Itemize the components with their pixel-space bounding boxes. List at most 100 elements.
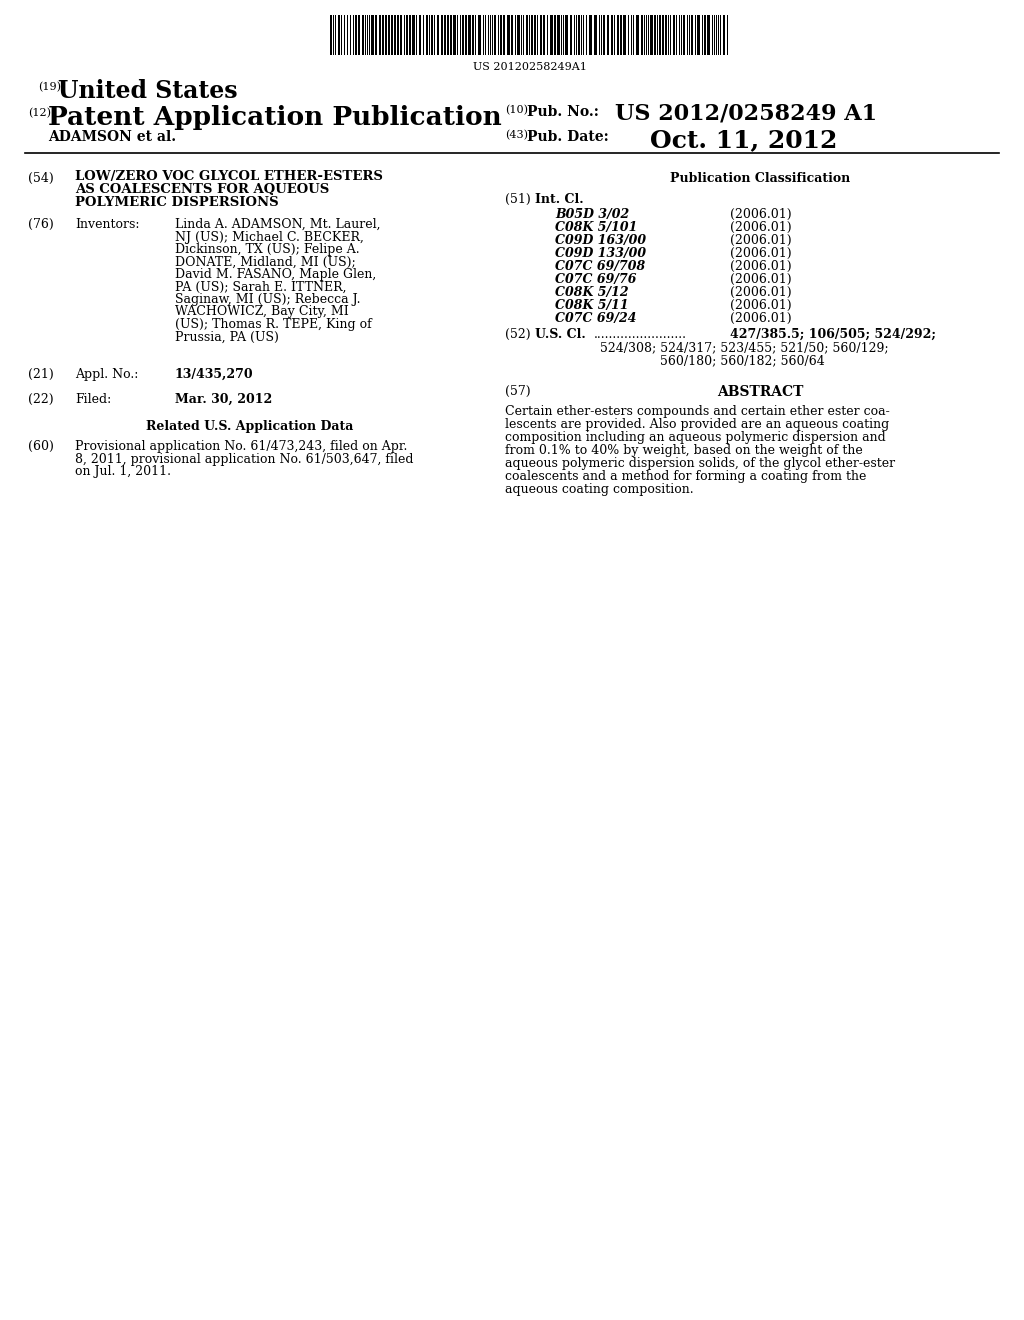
Text: (2006.01): (2006.01)	[730, 247, 792, 260]
Bar	[650, 15, 653, 55]
Bar	[450, 15, 452, 55]
Bar	[409, 15, 411, 55]
Text: 560/180; 560/182; 560/64: 560/180; 560/182; 560/64	[660, 354, 824, 367]
Bar	[607, 15, 609, 55]
Bar	[531, 15, 534, 55]
Bar	[611, 15, 613, 55]
Text: (12): (12)	[28, 108, 51, 119]
Bar	[453, 15, 456, 55]
Text: ........................: ........................	[594, 327, 687, 341]
Bar	[636, 15, 639, 55]
Text: Mar. 30, 2012: Mar. 30, 2012	[175, 393, 272, 407]
Text: DONATE, Midland, MI (US);: DONATE, Midland, MI (US);	[175, 256, 355, 268]
Bar	[673, 15, 675, 55]
Text: (2006.01): (2006.01)	[730, 234, 792, 247]
Bar	[447, 15, 449, 55]
Text: Pub. No.:: Pub. No.:	[527, 106, 599, 119]
Text: Appl. No.:: Appl. No.:	[75, 368, 138, 381]
Bar	[375, 15, 377, 55]
Bar	[517, 15, 520, 55]
Bar	[540, 15, 542, 55]
Text: (19): (19)	[38, 82, 61, 92]
Bar	[412, 15, 415, 55]
Bar	[617, 15, 618, 55]
Text: (2006.01): (2006.01)	[730, 209, 792, 220]
Text: POLYMERIC DISPERSIONS: POLYMERIC DISPERSIONS	[75, 195, 279, 209]
Text: ABSTRACT: ABSTRACT	[717, 385, 803, 399]
Bar	[441, 15, 443, 55]
Text: US 20120258249A1: US 20120258249A1	[473, 62, 587, 73]
Text: (21): (21)	[28, 368, 53, 381]
Bar	[511, 15, 513, 55]
Bar	[379, 15, 381, 55]
Text: Filed:: Filed:	[75, 393, 112, 407]
Text: coalescents and a method for forming a coating from the: coalescents and a method for forming a c…	[505, 470, 866, 483]
Text: Pub. Date:: Pub. Date:	[527, 129, 608, 144]
Text: C07C 69/708: C07C 69/708	[555, 260, 645, 273]
Bar	[589, 15, 592, 55]
Text: (51): (51)	[505, 193, 530, 206]
Bar	[665, 15, 667, 55]
Text: Provisional application No. 61/473,243, filed on Apr.: Provisional application No. 61/473,243, …	[75, 440, 408, 453]
Text: Saginaw, MI (US); Rebecca J.: Saginaw, MI (US); Rebecca J.	[175, 293, 360, 306]
Text: Inventors:: Inventors:	[75, 218, 139, 231]
Text: United States: United States	[58, 79, 238, 103]
Text: C08K 5/11: C08K 5/11	[555, 300, 629, 312]
Text: NJ (US); Michael C. BECKER,: NJ (US); Michael C. BECKER,	[175, 231, 364, 243]
Bar	[338, 15, 340, 55]
Text: C09D 133/00: C09D 133/00	[555, 247, 646, 260]
Bar	[397, 15, 399, 55]
Bar	[534, 15, 536, 55]
Bar	[426, 15, 428, 55]
Bar	[603, 15, 605, 55]
Text: David M. FASANO, Maple Glen,: David M. FASANO, Maple Glen,	[175, 268, 376, 281]
Bar	[406, 15, 408, 55]
Bar	[550, 15, 553, 55]
Text: composition including an aqueous polymeric dispersion and: composition including an aqueous polymer…	[505, 432, 886, 444]
Bar	[526, 15, 528, 55]
Text: aqueous coating composition.: aqueous coating composition.	[505, 483, 693, 496]
Bar	[382, 15, 384, 55]
Text: (2006.01): (2006.01)	[730, 273, 792, 286]
Text: U.S. Cl.: U.S. Cl.	[535, 327, 586, 341]
Bar	[500, 15, 502, 55]
Text: WACHOWICZ, Bay City, MI: WACHOWICZ, Bay City, MI	[175, 305, 349, 318]
Text: AS COALESCENTS FOR AQUEOUS: AS COALESCENTS FOR AQUEOUS	[75, 183, 330, 195]
Bar	[444, 15, 446, 55]
Text: Oct. 11, 2012: Oct. 11, 2012	[650, 128, 838, 152]
Text: (2006.01): (2006.01)	[730, 312, 792, 325]
Text: LOW/ZERO VOC GLYCOL ETHER-ESTERS: LOW/ZERO VOC GLYCOL ETHER-ESTERS	[75, 170, 383, 183]
Bar	[662, 15, 664, 55]
Text: (2006.01): (2006.01)	[730, 260, 792, 273]
Text: (2006.01): (2006.01)	[730, 220, 792, 234]
Text: Publication Classification: Publication Classification	[670, 172, 850, 185]
Bar	[683, 15, 685, 55]
Bar	[554, 15, 556, 55]
Bar	[707, 15, 710, 55]
Text: PA (US); Sarah E. ITTNER,: PA (US); Sarah E. ITTNER,	[175, 281, 346, 293]
Bar	[465, 15, 467, 55]
Text: C08K 5/12: C08K 5/12	[555, 286, 629, 300]
Bar	[494, 15, 496, 55]
Bar	[654, 15, 656, 55]
Text: B05D 3/02: B05D 3/02	[555, 209, 630, 220]
Text: ADAMSON et al.: ADAMSON et al.	[48, 129, 176, 144]
Text: 13/435,270: 13/435,270	[175, 368, 254, 381]
Bar	[362, 15, 364, 55]
Text: (52): (52)	[505, 327, 530, 341]
Bar	[565, 15, 568, 55]
Bar	[437, 15, 439, 55]
Text: C07C 69/24: C07C 69/24	[555, 312, 637, 325]
Text: (43): (43)	[505, 129, 528, 140]
Bar	[400, 15, 402, 55]
Text: (60): (60)	[28, 440, 54, 453]
Bar	[330, 15, 332, 55]
Bar	[468, 15, 471, 55]
Text: Linda A. ADAMSON, Mt. Laurel,: Linda A. ADAMSON, Mt. Laurel,	[175, 218, 381, 231]
Text: (54): (54)	[28, 172, 53, 185]
Text: 524/308; 524/317; 523/455; 521/50; 560/129;: 524/308; 524/317; 523/455; 521/50; 560/1…	[600, 341, 889, 354]
Bar	[557, 15, 560, 55]
Bar	[543, 15, 545, 55]
Text: from 0.1% to 40% by weight, based on the weight of the: from 0.1% to 40% by weight, based on the…	[505, 444, 863, 457]
Text: Certain ether-esters compounds and certain ether ester coa-: Certain ether-esters compounds and certa…	[505, 405, 890, 418]
